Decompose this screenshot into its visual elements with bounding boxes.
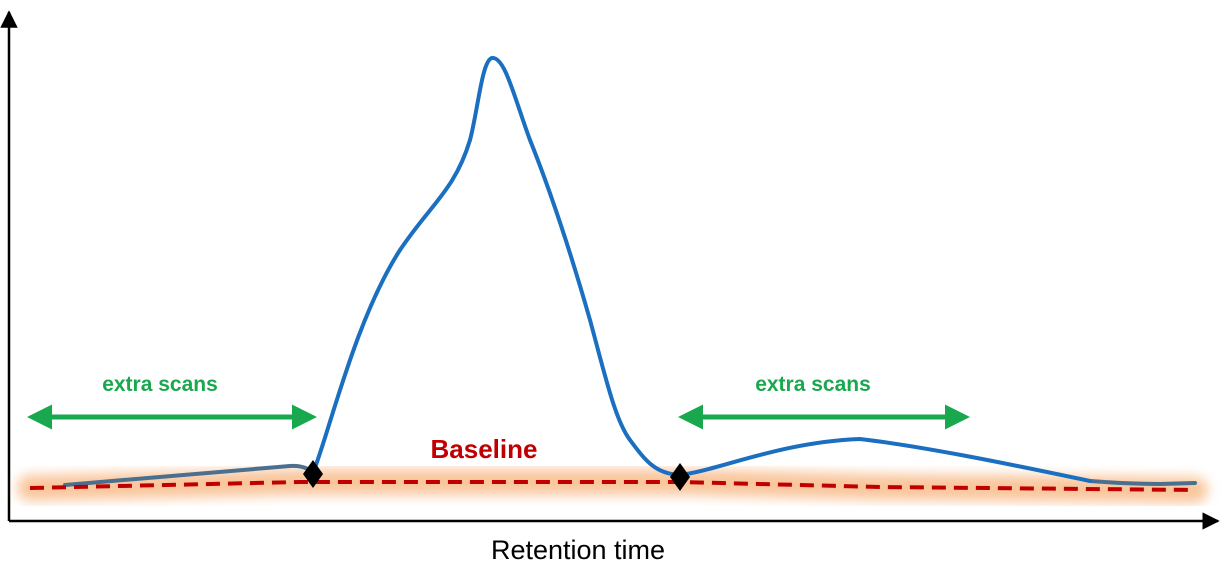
extra-scans-left-label: extra scans [102,373,218,396]
baseline-label: Baseline [431,434,538,464]
signal-peak [311,56,1092,483]
diamond-marker-icon [670,463,690,491]
peak-end-marker [670,463,690,491]
x-axis-label: Retention time [491,535,665,565]
extra-scans-right-label: extra scans [755,373,871,396]
signal-post-tail [1088,479,1197,487]
diamond-marker-icon [303,460,323,488]
peak-start-marker [303,460,323,488]
